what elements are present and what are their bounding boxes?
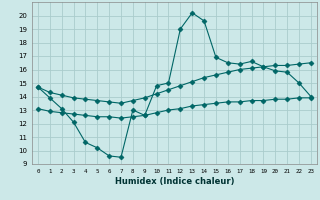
X-axis label: Humidex (Indice chaleur): Humidex (Indice chaleur) bbox=[115, 177, 234, 186]
